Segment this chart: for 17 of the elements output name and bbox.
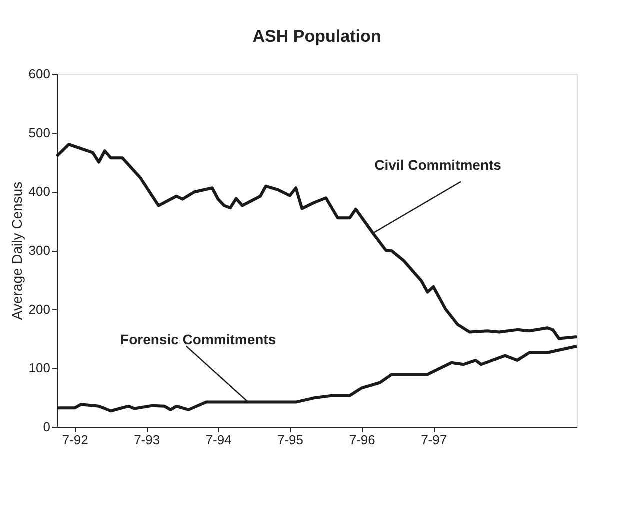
x-tick-label: 7-92 bbox=[62, 432, 88, 448]
annotation: Forensic Commitments bbox=[120, 331, 276, 348]
y-tick-label: 500 bbox=[28, 125, 50, 140]
y-tick-label: 400 bbox=[28, 184, 50, 200]
x-tick-label: 7-95 bbox=[277, 432, 304, 448]
x-tick-label: 7-97 bbox=[421, 432, 448, 448]
y-tick-label: 0 bbox=[43, 420, 50, 434]
x-tick-label: 7-93 bbox=[134, 432, 160, 448]
y-tick-label: 300 bbox=[28, 243, 50, 258]
y-axis-title: Average Daily Census bbox=[8, 182, 25, 320]
annotation: Civil Commitments bbox=[374, 156, 502, 173]
y-tick-label: 600 bbox=[28, 66, 50, 82]
y-tick-label: 200 bbox=[28, 302, 50, 317]
x-tick-label: 7-96 bbox=[349, 432, 376, 448]
chart-title: ASH Population bbox=[252, 27, 382, 46]
x-tick-label: 7-94 bbox=[206, 432, 232, 448]
y-tick-label: 100 bbox=[28, 360, 50, 376]
